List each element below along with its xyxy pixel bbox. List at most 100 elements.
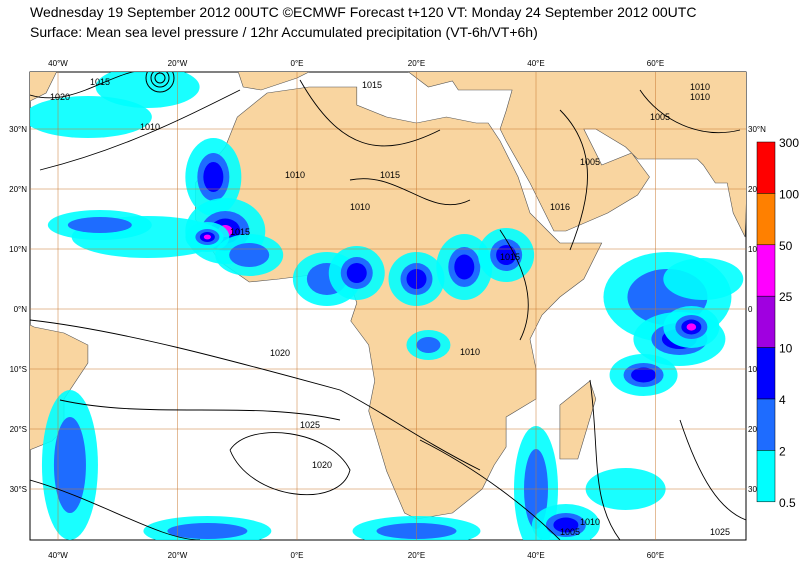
isobar-label: 1010 — [285, 170, 305, 180]
lat-label: 30°N — [748, 125, 766, 134]
isobar-label: 1015 — [362, 80, 382, 90]
colorbar-label: 0.5 — [779, 496, 796, 510]
isobar-label: 1005 — [580, 157, 600, 167]
precip-area — [167, 523, 248, 539]
isobar — [39, 89, 241, 171]
isobar — [150, 72, 170, 88]
lon-label: 20°E — [408, 551, 425, 560]
precip-area — [229, 243, 270, 267]
lat-label: 10°N — [9, 245, 27, 254]
precip-area — [663, 258, 744, 300]
isobar — [30, 319, 481, 471]
subtitle: Surface: Mean sea level pressure / 12hr … — [30, 24, 538, 40]
lat-label: 30°N — [9, 125, 27, 134]
colorbar-segment — [756, 295, 776, 348]
isobar — [299, 79, 441, 147]
colorbar-segment — [756, 244, 776, 297]
lon-label: 20°W — [168, 551, 188, 560]
isobar-label: 1025 — [710, 527, 730, 537]
lat-label: 10°S — [10, 365, 27, 374]
isobar-label: 1020 — [50, 92, 70, 102]
colorbar-label: 10 — [779, 342, 793, 356]
colorbar-segment — [756, 347, 776, 400]
isobar-label: 1020 — [270, 348, 290, 358]
lon-label: 0°E — [291, 59, 304, 68]
isobar — [589, 379, 621, 540]
isobar-label: 1010 — [460, 347, 480, 357]
lon-label: 40°W — [48, 551, 68, 560]
lon-label: 40°E — [527, 59, 544, 68]
precip-area — [454, 254, 475, 280]
colorbar-label: 25 — [779, 290, 793, 304]
lon-label: 20°E — [408, 59, 425, 68]
landmass — [237, 72, 746, 238]
precip-area — [416, 337, 441, 353]
precip-area — [496, 245, 517, 265]
lat-label: 10 — [748, 245, 757, 254]
lon-label: 40°W — [48, 59, 68, 68]
isobar — [145, 72, 175, 93]
landmass — [30, 324, 89, 451]
landmass — [30, 72, 57, 102]
lon-label: 40°E — [527, 551, 544, 560]
isobar-label: 1016 — [550, 202, 570, 212]
precip-area — [553, 517, 579, 533]
colorbar-segment — [756, 450, 776, 503]
isobar — [59, 399, 341, 421]
colorbar-label: 300 — [779, 136, 799, 150]
colorbar-segment — [756, 398, 776, 451]
isobar-label: 1005 — [650, 112, 670, 122]
lat-label: 20°N — [9, 185, 27, 194]
isobar-label: 1020 — [312, 460, 332, 470]
isobar — [349, 178, 471, 206]
colorbar-label: 2 — [779, 444, 786, 458]
isobar-label: 1010 — [580, 517, 600, 527]
isobar — [499, 229, 529, 341]
lat-label: 20°S — [10, 425, 27, 434]
isobar-label: 1010 — [350, 202, 370, 212]
lon-label: 0°E — [291, 551, 304, 560]
precip-area — [67, 217, 132, 233]
isobar — [154, 72, 166, 84]
title: Wednesday 19 September 2012 00UTC ©ECMWF… — [30, 4, 697, 20]
isobar — [419, 439, 561, 540]
isobars — [30, 72, 746, 540]
isobar-label: 1015 — [230, 227, 250, 237]
precip-area — [30, 96, 152, 138]
lat-label: 10 — [748, 365, 757, 374]
precip-area — [346, 263, 367, 283]
labels: 1015102010101015101010151010100510151010… — [9, 59, 799, 560]
precipitation — [30, 72, 744, 540]
lon-label: 60°E — [647, 59, 664, 68]
colorbar-label: 4 — [779, 393, 786, 407]
isobar-label: 1010 — [690, 82, 710, 92]
isobar-label: 1015 — [380, 170, 400, 180]
graticule — [30, 72, 746, 540]
isobar-label: 1010 — [690, 92, 710, 102]
isobar — [639, 89, 741, 134]
lon-label: 20°W — [168, 59, 188, 68]
colorbar-segment — [756, 193, 776, 246]
precip-area — [203, 162, 224, 192]
colorbar-segment — [756, 141, 776, 194]
precip-area — [686, 323, 697, 331]
isobar — [30, 479, 201, 540]
lat-label: 30 — [748, 485, 757, 494]
colorbar-label: 100 — [779, 187, 799, 201]
landmass — [559, 380, 597, 460]
lat-label: 20 — [748, 185, 757, 194]
isobar-label: 1015 — [500, 252, 520, 262]
lon-label: 60°E — [647, 551, 664, 560]
isobar-label: 1010 — [140, 122, 160, 132]
isobar-label: 1025 — [300, 420, 320, 430]
isobar — [30, 72, 160, 99]
isobar — [229, 432, 351, 496]
isobar — [559, 109, 588, 251]
lat-label: 30°S — [10, 485, 27, 494]
precip-area — [203, 234, 211, 240]
precip-area — [631, 367, 657, 383]
isobar — [679, 419, 746, 521]
isobar-label: 1015 — [90, 77, 110, 87]
